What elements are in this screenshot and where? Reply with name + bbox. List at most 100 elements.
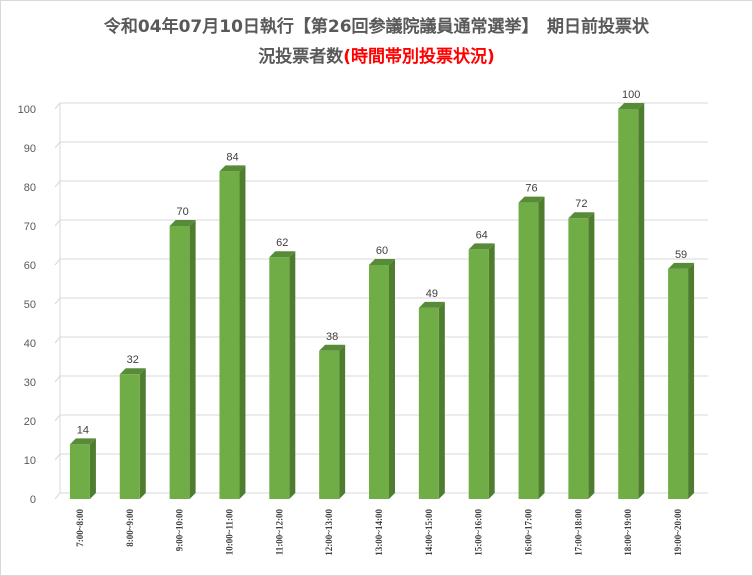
chart-title-line2-main: 況投票者数 bbox=[258, 47, 344, 67]
bar-top bbox=[618, 103, 645, 109]
bar bbox=[518, 196, 545, 499]
bar-front bbox=[418, 307, 439, 499]
bar-top bbox=[369, 259, 395, 265]
bar bbox=[468, 243, 495, 499]
x-tick-label: 11:00~12:00 bbox=[274, 509, 284, 556]
gridline-depth bbox=[54, 258, 61, 266]
bar-front bbox=[668, 268, 689, 499]
x-tick-label: 9:00~10:00 bbox=[175, 509, 185, 552]
chart-title: 令和04年07月10日執行【第26回参議院議員通常選挙】 期日前投票状 況投票者… bbox=[0, 12, 753, 72]
gridline-depth bbox=[54, 297, 61, 305]
data-label: 49 bbox=[426, 288, 438, 300]
bar bbox=[269, 251, 296, 499]
y-tick-label: 10 bbox=[24, 455, 36, 467]
gridline-depth bbox=[54, 336, 61, 344]
bar bbox=[319, 344, 346, 499]
bar-side bbox=[189, 220, 196, 499]
bar-top bbox=[219, 165, 246, 172]
bar-front bbox=[69, 444, 90, 499]
bar-top bbox=[169, 220, 196, 226]
bar-front bbox=[169, 226, 190, 499]
chart-title-line2-sub: (時間帯別投票状況) bbox=[343, 47, 495, 67]
x-axis: 7:00~8:00 8:00~9:00 9:00~10:00 10:00~11:00 1… bbox=[75, 509, 683, 556]
x-tick-label: 19:00~20:00 bbox=[673, 509, 683, 556]
bar-front bbox=[618, 109, 639, 499]
bar-front bbox=[468, 249, 489, 499]
bar bbox=[219, 165, 246, 499]
data-label: 70 bbox=[176, 206, 188, 218]
y-axis: 0 10 20 30 40 50 60 70 80 90 100 bbox=[18, 104, 36, 506]
bar-side bbox=[389, 259, 395, 499]
gridline-depth bbox=[54, 219, 61, 227]
data-label: 38 bbox=[326, 331, 338, 343]
bar-side bbox=[289, 251, 296, 499]
bar-side bbox=[239, 165, 246, 499]
data-label: 100 bbox=[622, 89, 640, 101]
bar-top bbox=[69, 438, 96, 445]
chart-title-line2: 況投票者数(時間帯別投票状況) bbox=[0, 42, 753, 72]
data-labels: 14 32 70 84 62 38 60 49 64 76 72 100 59 bbox=[77, 89, 687, 436]
bars bbox=[69, 103, 695, 499]
gridline-depth bbox=[54, 414, 61, 422]
bar bbox=[418, 301, 445, 499]
gridline-depth bbox=[54, 375, 61, 383]
bar-top bbox=[418, 301, 445, 308]
data-label: 76 bbox=[525, 183, 537, 195]
gridline-depth bbox=[54, 102, 61, 110]
bar-side bbox=[139, 368, 146, 499]
data-label: 72 bbox=[575, 198, 587, 210]
y-tick-label: 70 bbox=[24, 221, 36, 233]
data-label: 14 bbox=[77, 424, 89, 436]
bar-top bbox=[518, 196, 545, 203]
y-tick-label: 80 bbox=[24, 182, 36, 194]
y-tick-label: 0 bbox=[30, 494, 36, 506]
gridline-depth bbox=[54, 180, 61, 188]
y-tick-label: 100 bbox=[18, 104, 36, 116]
bar-top bbox=[568, 212, 595, 219]
x-tick-label: 17:00~18:00 bbox=[573, 509, 583, 556]
bar-front bbox=[568, 218, 589, 499]
x-tick-label: 8:00~9:00 bbox=[125, 509, 135, 547]
bar-front bbox=[319, 350, 340, 499]
bar bbox=[169, 220, 196, 499]
x-tick-label: 10:00~11:00 bbox=[224, 509, 234, 556]
bar bbox=[369, 259, 395, 499]
x-tick-label: 18:00~19:00 bbox=[623, 509, 633, 556]
bar-side bbox=[438, 301, 445, 499]
data-label: 64 bbox=[476, 229, 488, 241]
data-label: 62 bbox=[276, 237, 288, 249]
bar-front bbox=[269, 257, 290, 499]
y-tick-label: 40 bbox=[24, 338, 36, 350]
gridline-depth bbox=[54, 492, 61, 500]
x-tick-label: 14:00~15:00 bbox=[424, 509, 434, 556]
x-tick-label: 15:00~16:00 bbox=[474, 509, 484, 556]
bar-side bbox=[538, 196, 545, 499]
bar-top bbox=[319, 344, 346, 351]
bar-top bbox=[269, 251, 296, 258]
bar bbox=[568, 212, 595, 499]
bar-top bbox=[668, 262, 695, 269]
y-tick-label: 30 bbox=[24, 377, 36, 389]
bar bbox=[69, 438, 96, 499]
bar-top bbox=[119, 368, 146, 375]
x-tick-label: 13:00~14:00 bbox=[374, 509, 384, 556]
x-tick-label: 12:00~13:00 bbox=[324, 509, 334, 556]
bar-top bbox=[468, 243, 495, 250]
x-tick-label: 16:00~17:00 bbox=[524, 509, 534, 556]
bar-side bbox=[638, 103, 645, 499]
y-tick-label: 50 bbox=[24, 299, 36, 311]
y-tick-label: 90 bbox=[24, 143, 36, 155]
y-tick-label: 20 bbox=[24, 416, 36, 428]
chart-title-line1: 令和04年07月10日執行【第26回参議院議員通常選挙】 期日前投票状 bbox=[103, 17, 650, 37]
data-label: 60 bbox=[376, 245, 388, 257]
data-label: 59 bbox=[675, 249, 687, 261]
bar-front bbox=[518, 202, 539, 499]
bar-side bbox=[688, 262, 695, 499]
bar-side bbox=[89, 438, 96, 499]
x-tick-label: 7:00~8:00 bbox=[75, 509, 85, 547]
y-tick-label: 60 bbox=[24, 260, 36, 272]
bar-side bbox=[339, 344, 346, 499]
data-label: 32 bbox=[127, 354, 139, 366]
gridline-depth bbox=[54, 453, 61, 461]
